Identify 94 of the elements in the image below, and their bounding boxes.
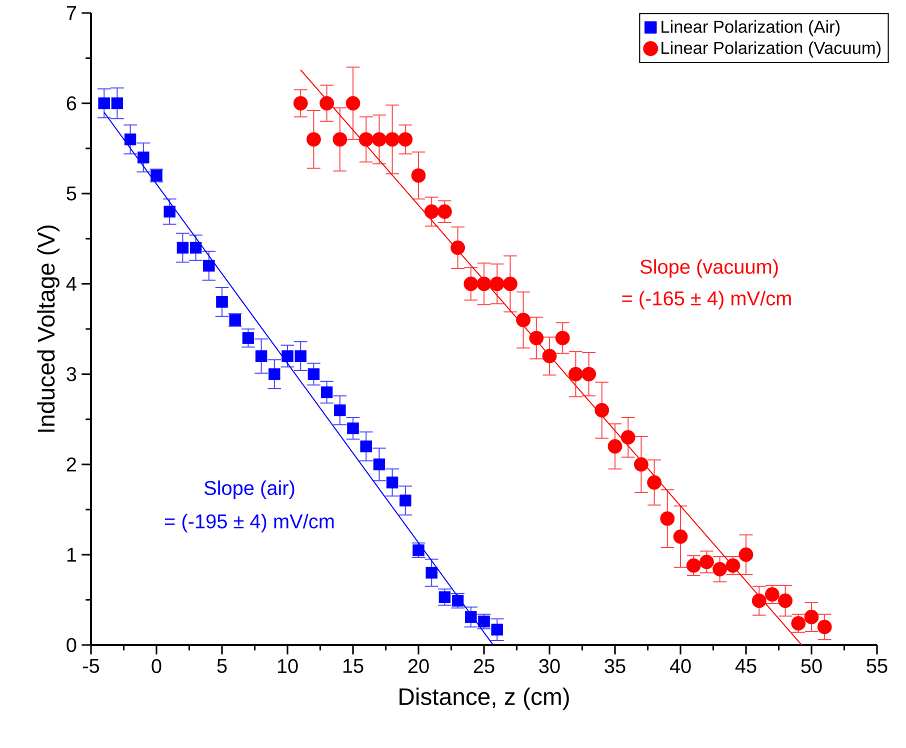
point bbox=[634, 457, 648, 472]
point bbox=[164, 206, 176, 218]
point bbox=[438, 204, 452, 219]
point bbox=[516, 312, 530, 328]
x-tick-label: 35 bbox=[604, 659, 626, 674]
x-tick-label: 15 bbox=[343, 659, 364, 673]
point bbox=[660, 511, 675, 526]
y-tick-label: 1 bbox=[67, 548, 76, 562]
y-tick-label: 3 bbox=[66, 367, 76, 382]
point bbox=[700, 554, 714, 570]
x-tick-label: 5 bbox=[217, 659, 227, 673]
point bbox=[255, 350, 268, 362]
point bbox=[582, 366, 596, 382]
y-tick-label: 7 bbox=[66, 6, 76, 20]
annotation: = (-195 ± 4) mV/cm bbox=[165, 514, 334, 532]
point bbox=[372, 132, 386, 147]
point bbox=[411, 168, 426, 183]
annotation: = (-165 ± 4) mV/cm bbox=[622, 290, 791, 310]
point bbox=[765, 587, 780, 602]
point bbox=[176, 242, 189, 254]
point bbox=[529, 330, 544, 346]
point bbox=[712, 562, 727, 576]
x-tick-label: 10 bbox=[278, 659, 298, 674]
point bbox=[555, 330, 570, 346]
y-tick-label: 2 bbox=[66, 457, 76, 472]
point bbox=[282, 350, 294, 362]
point bbox=[752, 594, 766, 608]
point bbox=[568, 366, 583, 382]
x-tick-label: 40 bbox=[670, 659, 691, 674]
x-tick-label: 50 bbox=[801, 659, 822, 674]
point bbox=[242, 332, 254, 344]
point bbox=[308, 368, 320, 380]
point bbox=[268, 368, 280, 380]
point bbox=[320, 386, 333, 398]
point bbox=[594, 403, 610, 418]
point bbox=[804, 610, 819, 624]
x-tick-label: 25 bbox=[474, 659, 494, 674]
point bbox=[373, 458, 386, 470]
point bbox=[360, 440, 372, 452]
point bbox=[608, 439, 622, 454]
point bbox=[817, 620, 832, 634]
point bbox=[358, 132, 374, 147]
annotation: Slope (air) bbox=[204, 480, 294, 499]
point bbox=[620, 430, 636, 445]
point bbox=[738, 548, 754, 562]
y-tick-label: 5 bbox=[66, 186, 76, 201]
point bbox=[778, 594, 792, 608]
point bbox=[334, 404, 346, 416]
point bbox=[491, 624, 503, 636]
point bbox=[293, 96, 308, 110]
x-axis-title: Distance, z (cm) bbox=[400, 688, 569, 710]
x-tick-label: 0 bbox=[152, 659, 162, 674]
point bbox=[306, 132, 321, 147]
point bbox=[426, 566, 438, 579]
point bbox=[647, 475, 662, 490]
point bbox=[476, 276, 492, 292]
y-axis-title: Induced Voltage (V) bbox=[37, 226, 60, 432]
point bbox=[438, 591, 451, 604]
x-tick-label: 30 bbox=[539, 659, 560, 674]
point bbox=[138, 152, 150, 164]
point bbox=[465, 611, 477, 623]
point bbox=[190, 242, 202, 254]
point bbox=[424, 204, 439, 219]
legend-label: Linear Polarization (Air) bbox=[662, 20, 840, 36]
y-tick-label: 4 bbox=[66, 277, 76, 291]
point bbox=[124, 134, 136, 146]
point bbox=[332, 132, 348, 147]
y-tick-label: 6 bbox=[66, 96, 76, 110]
point bbox=[398, 132, 413, 147]
legend-label: Linear Polarization (Vacuum) bbox=[662, 41, 881, 58]
point bbox=[490, 276, 504, 292]
point bbox=[400, 494, 412, 506]
point bbox=[686, 558, 701, 573]
point bbox=[386, 476, 398, 488]
point bbox=[320, 96, 334, 110]
point bbox=[216, 296, 228, 308]
point bbox=[450, 240, 465, 255]
x-tick-label: -5 bbox=[83, 659, 100, 673]
x-tick-label: 20 bbox=[408, 659, 429, 674]
point bbox=[542, 348, 557, 364]
point bbox=[98, 97, 110, 110]
point bbox=[464, 276, 478, 292]
y-tick-label: 0 bbox=[66, 638, 76, 652]
point bbox=[385, 132, 400, 147]
point bbox=[347, 422, 359, 434]
point bbox=[111, 97, 124, 110]
point bbox=[503, 276, 518, 292]
x-tick-label: 45 bbox=[735, 659, 756, 673]
point bbox=[346, 96, 360, 110]
point bbox=[673, 529, 688, 544]
point bbox=[203, 260, 215, 272]
point bbox=[294, 350, 306, 362]
x-tick-label: 55 bbox=[866, 659, 888, 673]
annotation: Slope (vacuum) bbox=[640, 259, 778, 278]
